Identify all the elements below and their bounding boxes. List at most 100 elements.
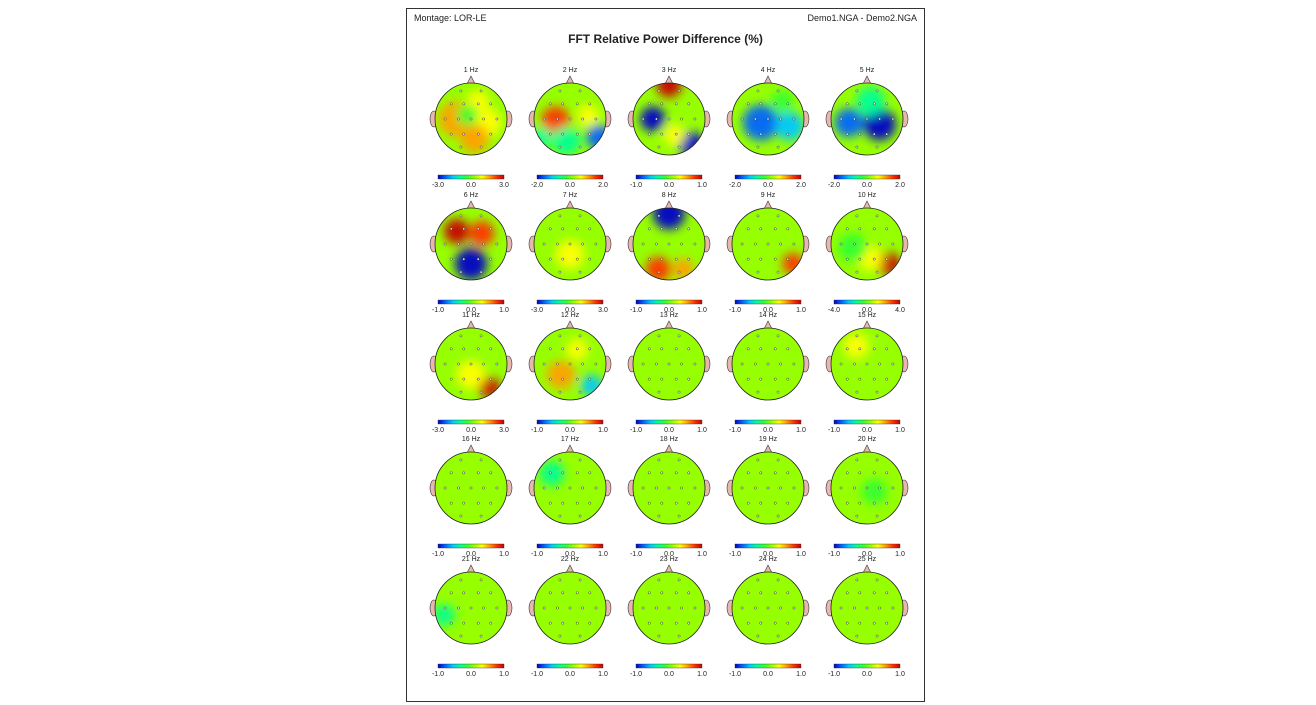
electrode-dot	[647, 501, 651, 505]
electrode-dot	[548, 347, 552, 351]
head-outline	[533, 207, 607, 281]
electrode-dot	[575, 227, 579, 231]
topomap-frequency-label: 11 Hz	[462, 312, 480, 319]
topomap-region	[760, 356, 790, 386]
colorbar-tick-label: 1.0	[895, 671, 905, 678]
electrode-dot	[756, 89, 760, 93]
electrode-dot	[754, 242, 757, 246]
electrode-dot	[556, 486, 559, 490]
colorbar	[437, 299, 505, 305]
electrode-dot	[489, 102, 493, 106]
head-outline	[434, 451, 508, 525]
electrode-dot	[489, 377, 493, 381]
electrode-dot	[578, 145, 582, 149]
electrode-dot	[548, 591, 552, 595]
head-outline	[434, 327, 508, 401]
colorbar-tick-label: 0.0	[466, 427, 476, 434]
colorbar-tick-label: -3.0	[530, 307, 544, 314]
electrode-dot	[677, 334, 681, 338]
topomap-frequency-label: 2 Hz	[562, 67, 578, 74]
colorbar	[635, 663, 703, 669]
electrode-dot	[687, 621, 691, 625]
topomap-11: 11 Hz -3.0 0.0 3.0	[421, 312, 521, 438]
topomap-region	[643, 356, 673, 386]
electrode-dot	[773, 501, 777, 505]
topomap-23: 23 Hz -1.0 0.0 1.0	[619, 556, 719, 682]
topomap-region	[539, 461, 565, 487]
colorbar-tick-label: -1.0	[629, 182, 643, 189]
topomap-svg	[726, 75, 810, 180]
electrode-dot	[641, 486, 645, 490]
electrode-dot	[855, 634, 859, 638]
topomap-svg	[726, 200, 810, 305]
electrode-dot	[759, 227, 763, 231]
electrode-dot	[558, 270, 562, 274]
electrode-dot	[647, 347, 651, 351]
electrode-dot	[495, 486, 499, 490]
electrode-dot	[677, 214, 681, 218]
colorbar	[536, 663, 604, 669]
colorbar-tick-label: -1.0	[530, 551, 544, 558]
head-outline	[533, 571, 607, 645]
electrode-dot	[459, 458, 463, 462]
electrode-dot	[479, 390, 483, 394]
colorbar	[536, 419, 604, 425]
colorbar-tick-label: 1.0	[697, 551, 707, 558]
electrode-dot	[457, 117, 460, 121]
electrode-dot	[759, 102, 763, 106]
topomap-24: 24 Hz -1.0 0.0 1.0	[718, 556, 818, 682]
electrode-dot	[459, 214, 463, 218]
electrode-dot	[875, 514, 879, 518]
colorbar-tick-label: 0.0	[664, 427, 674, 434]
electrode-dot	[845, 347, 849, 351]
electrode-dot	[680, 117, 683, 121]
electrode-dot	[578, 89, 582, 93]
topomap-svg	[429, 320, 513, 425]
electrode-dot	[754, 362, 757, 366]
electrode-dot	[858, 377, 862, 381]
electrode-dot	[476, 621, 480, 625]
electrode-dot	[674, 471, 678, 475]
electrode-dot	[449, 501, 453, 505]
electrode-dot	[687, 227, 691, 231]
electrode-dot	[855, 145, 859, 149]
electrode-dot	[776, 334, 780, 338]
electrode-dot	[754, 117, 757, 121]
topomap-8: 8 Hz -1.0 0.0 1.0	[619, 192, 719, 318]
electrode-dot	[588, 102, 592, 106]
electrode-dot	[594, 362, 598, 366]
topomap-frequency-label: 6 Hz	[463, 192, 479, 199]
electrode-dot	[891, 117, 895, 121]
colorbar-tick-label: 1.0	[499, 671, 509, 678]
electrode-dot	[476, 347, 480, 351]
electrode-dot	[542, 362, 546, 366]
electrode-dot	[482, 362, 485, 366]
head-outline	[731, 327, 805, 401]
colorbar-tick-label: 0.0	[565, 551, 575, 558]
colorbar-tick-label: 0.0	[466, 671, 476, 678]
electrode-dot	[657, 634, 661, 638]
electrode-dot	[548, 102, 552, 106]
electrode-dot	[660, 621, 664, 625]
colorbar-tick-label: -1.0	[629, 551, 643, 558]
electrode-dot	[693, 242, 697, 246]
electrode-dot	[594, 606, 598, 610]
topomap-frequency-label: 23 Hz	[659, 556, 679, 563]
electrode-dot	[476, 591, 480, 595]
electrode-dot	[740, 362, 744, 366]
electrode-dot	[853, 362, 856, 366]
colorbar-tick-label: -1.0	[431, 551, 445, 558]
electrode-dot	[740, 606, 744, 610]
colorbar	[635, 299, 703, 305]
electrode-dot	[657, 514, 661, 518]
electrode-dot	[845, 591, 849, 595]
electrode-dot	[687, 257, 691, 261]
topomap-region	[469, 220, 495, 246]
colorbar	[635, 419, 703, 425]
topomap-region	[775, 111, 804, 141]
electrode-dot	[855, 458, 859, 462]
topomap-region	[460, 124, 489, 154]
electrode-dot	[556, 362, 559, 366]
colorbar-tick-label: -1.0	[431, 307, 445, 314]
electrode-dot	[754, 486, 757, 490]
